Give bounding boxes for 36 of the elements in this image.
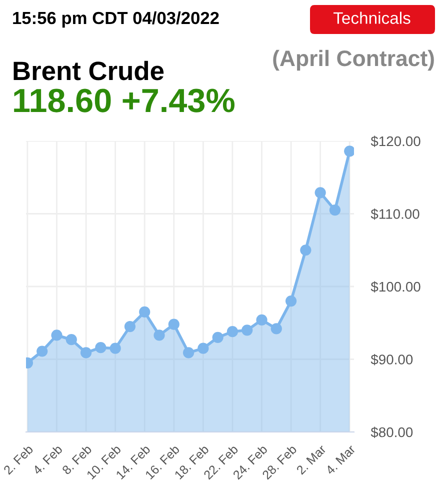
point: [344, 146, 354, 157]
x-tick-label: 2. Mar: [296, 444, 327, 475]
y-tick-label: $80.00: [370, 426, 413, 438]
text: 15:56 pm CDT 04/03/2022: [13, 11, 219, 28]
y-tick-label: $100.00: [370, 281, 420, 292]
point: [66, 334, 77, 346]
point: [270, 323, 282, 334]
text: Technicals: [333, 12, 410, 24]
chart-subtitle: (April Contract): [273, 50, 434, 71]
point: [285, 295, 297, 307]
point: [168, 318, 180, 330]
point: [124, 320, 136, 332]
point: [154, 330, 165, 341]
point: [95, 342, 106, 354]
y-tick-label: $90.00: [370, 354, 413, 366]
y-tick-label: $120.00: [370, 136, 420, 147]
point: [110, 342, 121, 354]
point: [329, 204, 341, 216]
point: [314, 187, 326, 198]
point: [80, 347, 92, 358]
point: [139, 306, 150, 318]
point: [212, 332, 224, 343]
point: [256, 314, 268, 326]
point: [51, 330, 62, 341]
x-tick-label: 4. Feb: [32, 444, 63, 476]
x-tick-label: 2. Feb: [2, 444, 34, 475]
point: [242, 324, 253, 336]
point: [182, 347, 194, 358]
point: [300, 244, 312, 256]
x-tick-label: 4. Mar: [325, 444, 356, 476]
point: [36, 346, 48, 357]
chart-title: Brent Crude: [14, 60, 164, 80]
point: [198, 342, 209, 354]
text: 118.60 +7.43%: [14, 88, 234, 112]
point: [226, 326, 238, 338]
y-tick-label: $110.00: [370, 208, 420, 220]
